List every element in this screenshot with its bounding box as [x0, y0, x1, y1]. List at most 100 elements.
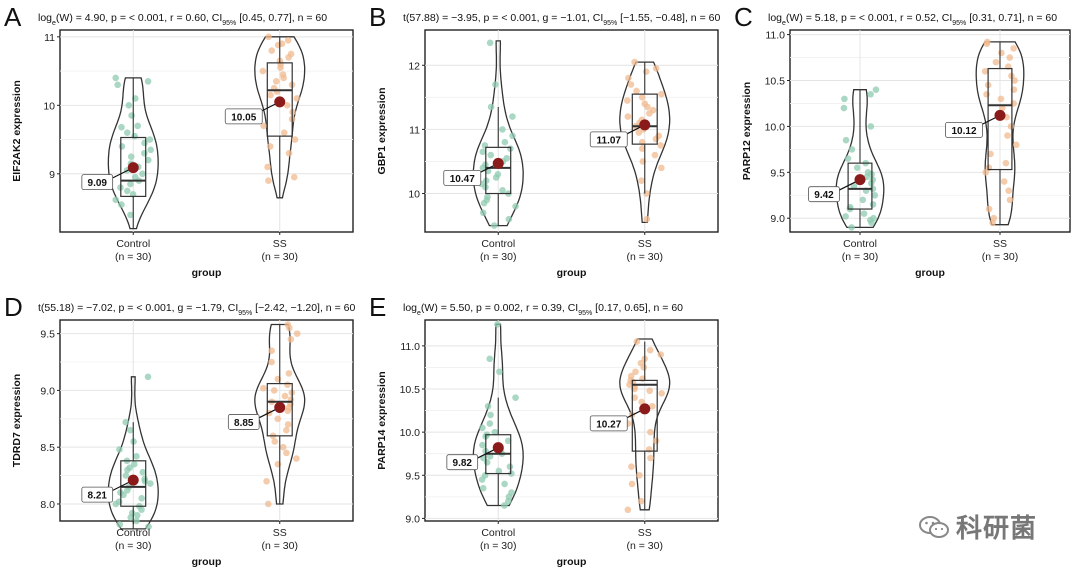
y-tick-label: 12 [408, 60, 420, 72]
data-point [998, 104, 1006, 112]
data-point [266, 143, 274, 150]
box-iqr [266, 382, 293, 437]
data-point [841, 95, 848, 103]
y-tick-label: 9.5 [405, 470, 420, 482]
chart-subtitle: loge(W) = 5.50, p = 0.002, r = 0.39, CI9… [403, 302, 683, 317]
data-point [290, 173, 298, 181]
y-tick-label: 10 [408, 189, 420, 201]
data-point [625, 74, 632, 82]
data-point [122, 472, 130, 479]
group-control: 9.09 [81, 74, 159, 230]
data-point [872, 86, 880, 93]
data-point [982, 169, 989, 176]
group-control: 10.47 [443, 39, 524, 229]
data-point [479, 209, 487, 217]
box-iqr [120, 136, 147, 197]
data-point [504, 437, 512, 445]
x-tick-n-label: (n = 30) [480, 540, 516, 552]
mean-label: 8.85 [234, 418, 254, 429]
data-point [138, 506, 145, 513]
box-iqr [631, 93, 658, 145]
data-point [293, 455, 300, 462]
x-axis-label: group [915, 267, 945, 279]
data-point [647, 428, 654, 436]
data-point [144, 373, 152, 381]
x-tick-n-label: (n = 30) [115, 251, 151, 263]
data-point [631, 58, 638, 66]
y-tick-label: 11.0 [400, 341, 420, 353]
mean-label-box [81, 486, 114, 503]
data-point [123, 187, 131, 195]
panel-letter: B [369, 2, 386, 32]
x-axis-label: group [192, 267, 222, 279]
mean-point [127, 162, 139, 174]
data-point [263, 477, 270, 485]
data-point [494, 321, 501, 328]
box-iqr [631, 379, 658, 452]
data-point [492, 81, 499, 88]
data-point [633, 338, 641, 345]
data-point [853, 164, 861, 172]
x-axis-label: group [557, 556, 587, 568]
mean-label-box [589, 131, 628, 148]
mean-label-box [808, 186, 840, 203]
group-ss: 10.05 [224, 33, 306, 199]
data-point [271, 438, 279, 445]
data-point [116, 446, 123, 453]
data-point [124, 466, 131, 474]
data-point [657, 351, 665, 358]
chart-subtitle: t(55.18) = −7.02, p = < 0.001, g = −1.79… [38, 302, 355, 317]
data-point [124, 487, 131, 494]
y-tick-label: 8.5 [40, 442, 55, 454]
data-point [267, 91, 274, 99]
data-point [264, 500, 272, 508]
mean-label: 10.12 [951, 126, 976, 137]
data-point [487, 411, 494, 419]
data-point [499, 187, 506, 194]
data-point [496, 368, 503, 376]
data-point [284, 381, 291, 389]
x-axis-label: group [557, 267, 587, 279]
data-point [486, 355, 493, 363]
x-tick-label: SS [273, 238, 287, 250]
data-point [638, 177, 645, 184]
mean-point [492, 157, 504, 169]
data-point [624, 506, 632, 514]
data-point [512, 203, 519, 210]
data-point [868, 219, 875, 227]
data-point [483, 459, 491, 466]
data-point [989, 219, 996, 227]
data-point [506, 463, 514, 470]
data-point [842, 213, 849, 220]
data-point [628, 480, 636, 488]
data-point [635, 129, 643, 136]
data-point [484, 402, 492, 410]
wechat-icon [919, 515, 949, 538]
mean-label: 10.05 [231, 112, 256, 123]
data-point [145, 523, 152, 530]
data-point [501, 480, 508, 488]
data-point [259, 67, 267, 75]
data-point [492, 174, 500, 181]
data-point [636, 471, 643, 479]
data-point [657, 142, 665, 149]
data-point [848, 146, 856, 153]
y-tick-label: 10.0 [400, 427, 421, 439]
data-point [842, 136, 850, 144]
data-point [649, 402, 656, 410]
data-point [628, 463, 635, 470]
data-point [985, 205, 993, 213]
data-point [652, 65, 660, 72]
data-point [499, 126, 506, 133]
data-point [479, 424, 486, 432]
data-point [147, 480, 154, 487]
data-point [643, 215, 651, 223]
mean-label-box [443, 169, 482, 186]
y-tick-label: 10.5 [765, 76, 786, 88]
